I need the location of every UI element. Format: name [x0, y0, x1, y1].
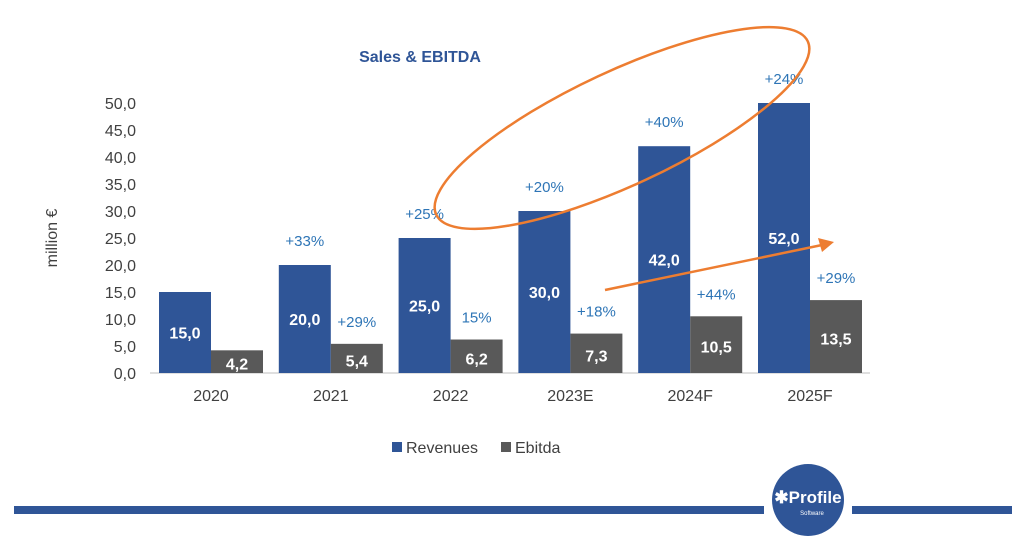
bar-revenues	[758, 103, 810, 373]
x-tick-label: 2024F	[668, 388, 714, 405]
revenue-growth-label: +20%	[525, 179, 564, 196]
highlight-ellipse	[433, 25, 811, 231]
y-tick-label: 50,0	[105, 96, 136, 113]
y-tick-label: 20,0	[105, 258, 136, 275]
y-tick-label: 35,0	[105, 177, 136, 194]
bar-ebitda	[570, 333, 623, 373]
x-tick-label: 2020	[193, 388, 229, 405]
x-tick-label: 2022	[433, 388, 469, 405]
bar-ebitda	[330, 343, 383, 373]
revenue-value-label: 20,0	[289, 312, 320, 329]
revenue-growth-label: +33%	[285, 233, 324, 250]
bar-revenues	[398, 238, 451, 373]
bar-revenues	[638, 146, 691, 373]
profile-logo	[772, 464, 844, 536]
revenue-value-label: 15,0	[169, 326, 200, 343]
footer-bar-left	[14, 506, 764, 514]
revenue-value-label: 30,0	[529, 285, 560, 302]
legend: Revenues Ebitda	[392, 440, 560, 457]
ebitda-growth-label: +44%	[697, 286, 736, 303]
ebitda-growth-label: +29%	[337, 314, 376, 331]
legend-swatch-ebitda	[501, 442, 511, 452]
ebitda-value-label: 10,5	[701, 340, 732, 357]
y-tick-label: 5,0	[114, 339, 136, 356]
ebitda-value-label: 6,2	[465, 351, 487, 368]
y-tick-label: 30,0	[105, 204, 136, 221]
y-axis-label: million €	[44, 209, 61, 268]
ebitda-value-label: 13,5	[820, 332, 851, 349]
y-tick-label: 15,0	[105, 285, 136, 302]
trend-arrow-line	[604, 243, 823, 292]
y-tick-label: 0,0	[114, 366, 136, 383]
revenue-growth-label: +40%	[645, 114, 684, 131]
revenue-growth-label: +24%	[765, 71, 804, 88]
ebitda-value-label: 7,3	[585, 348, 607, 365]
bar-ebitda	[211, 350, 263, 373]
trend-arrow-head	[818, 238, 834, 252]
bar-ebitda	[810, 300, 862, 373]
legend-swatch-revenues	[392, 442, 402, 452]
ebitda-value-label: 4,2	[226, 357, 248, 374]
bar-revenues	[159, 292, 211, 373]
legend-ebitda: Ebitda	[515, 440, 560, 457]
y-tick-label: 10,0	[105, 312, 136, 329]
ebitda-growth-label: +18%	[577, 304, 616, 321]
revenue-value-label: 52,0	[768, 231, 799, 248]
ebitda-growth-label: +29%	[817, 270, 856, 287]
logo-subtext: Software	[800, 511, 824, 517]
ebitda-growth-label: 15%	[462, 310, 492, 327]
revenue-value-label: 42,0	[649, 253, 680, 270]
bar-revenues	[518, 211, 571, 373]
y-tick-label: 40,0	[105, 150, 136, 167]
bar-ebitda	[690, 316, 743, 373]
x-tick-label: 2021	[313, 388, 349, 405]
logo-text: ✱Profile	[774, 488, 841, 507]
chart-title: Sales & EBITDA	[359, 49, 481, 66]
x-tick-label: 2025F	[787, 388, 833, 405]
x-tick-label: 2023E	[547, 388, 593, 405]
revenue-growth-label: +25%	[405, 206, 444, 223]
ebitda-value-label: 5,4	[346, 353, 368, 370]
footer: ✱Profile Software	[14, 464, 1012, 536]
bar-revenues	[278, 265, 331, 373]
y-tick-label: 25,0	[105, 231, 136, 248]
bar-ebitda	[450, 339, 503, 373]
legend-revenues: Revenues	[406, 440, 478, 457]
y-tick-label: 45,0	[105, 123, 136, 140]
footer-bar-right	[852, 506, 1012, 514]
revenue-value-label: 25,0	[409, 299, 440, 316]
